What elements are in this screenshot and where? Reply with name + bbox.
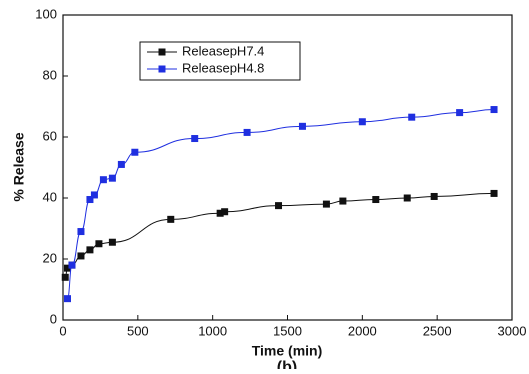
data-point bbox=[430, 192, 438, 200]
legend-box bbox=[139, 41, 301, 81]
data-point bbox=[216, 209, 224, 217]
data-point bbox=[86, 196, 94, 204]
data-point bbox=[95, 240, 103, 248]
data-point bbox=[77, 252, 85, 260]
data-point bbox=[490, 106, 498, 114]
data-point bbox=[131, 148, 139, 156]
y-tick-label: 40 bbox=[43, 189, 57, 204]
data-point bbox=[63, 264, 71, 272]
data-point bbox=[322, 200, 330, 208]
x-tick-label: 1000 bbox=[198, 323, 227, 338]
y-tick-label: 100 bbox=[35, 6, 57, 21]
data-point bbox=[275, 202, 283, 210]
data-point bbox=[298, 122, 306, 130]
data-point bbox=[61, 273, 69, 281]
x-tick-label: 2000 bbox=[348, 323, 377, 338]
y-axis-label: % Release bbox=[11, 132, 27, 201]
data-point bbox=[490, 189, 498, 197]
series-line bbox=[66, 109, 495, 300]
data-point bbox=[408, 113, 416, 121]
data-point bbox=[90, 191, 98, 199]
legend-marker bbox=[158, 48, 166, 56]
x-axis-label: Time (min) bbox=[252, 343, 323, 359]
y-tick-label: 20 bbox=[43, 250, 57, 265]
x-tick-label: 0 bbox=[59, 323, 66, 338]
data-point bbox=[86, 246, 94, 254]
data-point bbox=[358, 118, 366, 126]
y-tick-label: 0 bbox=[50, 311, 57, 326]
data-point bbox=[372, 196, 380, 204]
legend-label: ReleasepH4.8 bbox=[182, 60, 264, 75]
x-tick-label: 1500 bbox=[273, 323, 302, 338]
data-point bbox=[221, 208, 229, 216]
data-point bbox=[456, 109, 464, 117]
caption: (b) bbox=[277, 359, 297, 369]
data-point bbox=[243, 128, 251, 136]
data-point bbox=[167, 215, 175, 223]
data-point bbox=[77, 228, 85, 236]
legend-marker bbox=[158, 65, 166, 73]
data-point bbox=[117, 160, 125, 168]
data-point bbox=[68, 261, 76, 269]
y-tick-label: 80 bbox=[43, 67, 57, 82]
x-tick-label: 2500 bbox=[423, 323, 452, 338]
data-point bbox=[63, 295, 71, 303]
data-point bbox=[339, 197, 347, 205]
data-point bbox=[191, 135, 199, 143]
legend-label: ReleasepH7.4 bbox=[182, 43, 264, 58]
data-point bbox=[108, 238, 116, 246]
data-point bbox=[108, 174, 116, 182]
y-tick-label: 60 bbox=[43, 128, 57, 143]
x-tick-label: 3000 bbox=[498, 323, 527, 338]
data-point bbox=[99, 176, 107, 184]
x-tick-label: 500 bbox=[127, 323, 149, 338]
data-point bbox=[403, 194, 411, 202]
